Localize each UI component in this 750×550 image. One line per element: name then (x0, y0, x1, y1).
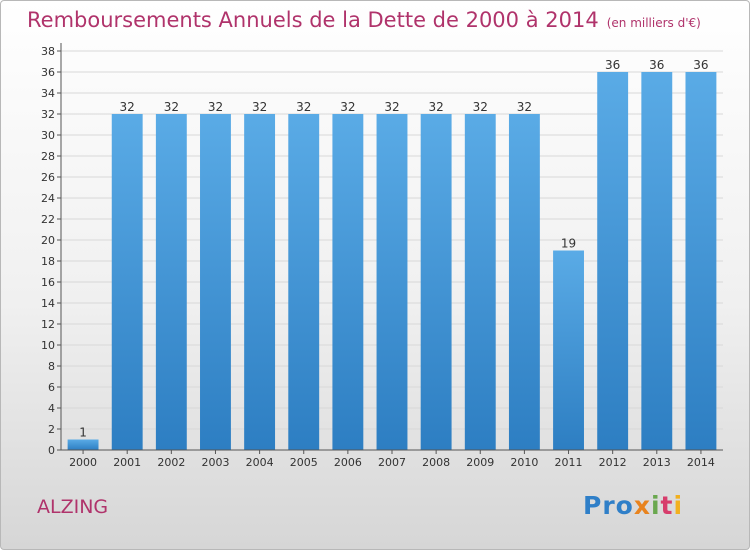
ytick-label-20: 20 (41, 234, 55, 247)
data-label-2004: 32 (252, 100, 267, 114)
ytick-label-38: 38 (41, 45, 55, 58)
ytick-label-18: 18 (41, 255, 55, 268)
ytick-label-28: 28 (41, 150, 55, 163)
bar-2002 (155, 114, 187, 450)
bar-2008 (420, 114, 452, 450)
bar-2005 (288, 114, 320, 450)
bar-2004 (244, 114, 276, 450)
xtick-label-2003: 2003 (201, 456, 229, 469)
data-label-2008: 32 (428, 100, 443, 114)
xtick-label-2000: 2000 (69, 456, 97, 469)
data-label-2003: 32 (208, 100, 223, 114)
bar-2013 (641, 72, 673, 450)
ytick-label-26: 26 (41, 171, 55, 184)
chart-title-text: Remboursements Annuels de la Dette de 20… (27, 8, 599, 32)
xtick-label-2005: 2005 (290, 456, 318, 469)
xtick-label-2011: 2011 (555, 456, 583, 469)
proxiti-logo: Proxiti (583, 491, 684, 520)
bar-2003 (200, 114, 231, 450)
chart-subtitle: (en milliers d'€) (606, 16, 701, 30)
xtick-label-2014: 2014 (687, 456, 715, 469)
data-label-2012: 36 (605, 58, 620, 72)
bar-2014 (685, 72, 717, 450)
ytick-label-0: 0 (48, 444, 55, 457)
ytick-label-14: 14 (41, 297, 55, 310)
xtick-label-2013: 2013 (643, 456, 671, 469)
data-label-2011: 19 (561, 237, 576, 251)
label-layer: 1 32 32 32 32 32 32 32 32 32 32 19 36 36 36 (79, 58, 708, 440)
bar-2011 (553, 250, 584, 450)
ytick-label-30: 30 (41, 129, 55, 142)
bar-2012 (597, 72, 629, 450)
bar-2010 (508, 114, 540, 450)
bar-2009 (464, 114, 496, 450)
xtick-label-2010: 2010 (510, 456, 538, 469)
data-label-2005: 32 (296, 100, 311, 114)
xtick-label-2007: 2007 (378, 456, 406, 469)
ytick-label-10: 10 (41, 339, 55, 352)
data-label-2013: 36 (649, 58, 664, 72)
place-name: ALZING (37, 496, 109, 518)
ytick-label-36: 36 (41, 66, 55, 79)
xtick-label-2008: 2008 (422, 456, 450, 469)
ytick-label-16: 16 (41, 276, 55, 289)
ytick-label-22: 22 (41, 213, 55, 226)
ytick-label-32: 32 (41, 108, 55, 121)
ytick-label-8: 8 (48, 360, 55, 373)
ytick-label-24: 24 (41, 192, 55, 205)
data-label-2014: 36 (693, 58, 708, 72)
chart-title: Remboursements Annuels de la Dette de 20… (27, 8, 701, 32)
xtick-label-2002: 2002 (157, 456, 185, 469)
xtick-label-2009: 2009 (466, 456, 494, 469)
data-label-2000: 1 (79, 426, 87, 440)
xtick-label-2012: 2012 (599, 456, 627, 469)
xtick-label-2001: 2001 (113, 456, 141, 469)
data-label-2010: 32 (517, 100, 532, 114)
ytick-label-2: 2 (48, 423, 55, 436)
data-label-2006: 32 (340, 100, 355, 114)
bar-layer (67, 72, 717, 450)
bar-2001 (111, 114, 143, 450)
bar-2007 (376, 114, 408, 450)
bar-2006 (332, 114, 364, 450)
data-label-2002: 32 (164, 100, 179, 114)
bar-2000 (67, 439, 99, 450)
ytick-label-6: 6 (48, 381, 55, 394)
ytick-label-4: 4 (48, 402, 55, 415)
ytick-label-34: 34 (41, 87, 55, 100)
ytick-label-12: 12 (41, 318, 55, 331)
data-label-2001: 32 (120, 100, 135, 114)
xtick-label-2004: 2004 (246, 456, 274, 469)
data-label-2007: 32 (384, 100, 399, 114)
data-label-2009: 32 (473, 100, 488, 114)
xtick-label-2006: 2006 (334, 456, 362, 469)
